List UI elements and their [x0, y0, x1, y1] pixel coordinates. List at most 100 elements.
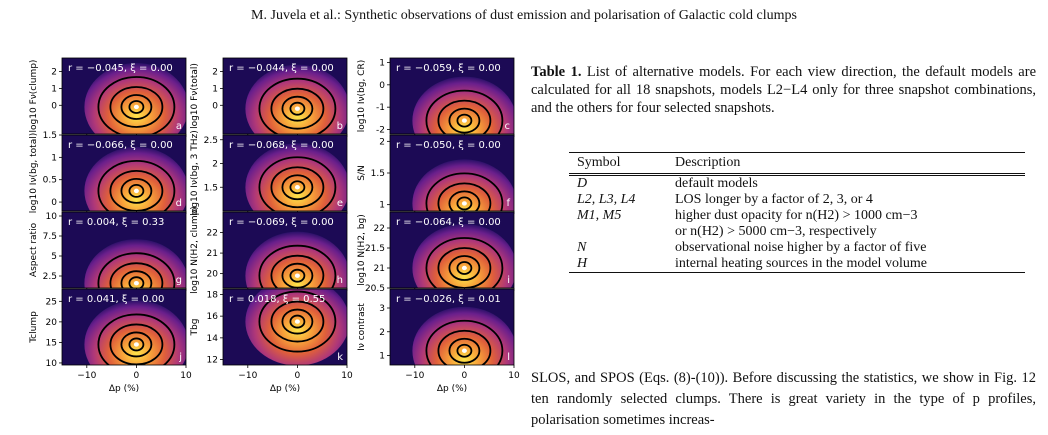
table-cell-symbol: D: [577, 176, 588, 191]
y-tick-label: 21: [374, 264, 385, 274]
table-caption: Table 1. List of alternative models. For…: [531, 63, 1036, 117]
table-header: Symbol Description: [569, 152, 1025, 176]
table-cell-description: or n(H2) > 5000 cm−3, respectively: [675, 224, 877, 239]
x-axis-label: Δp (%): [437, 384, 467, 394]
panel-i: r = −0.064, ξ = 0.00 i 20.5 21 21.5 22 log10 N…: [357, 211, 515, 294]
y-tick-label: 10: [46, 212, 58, 222]
y-tick-label: 2: [212, 68, 218, 78]
contour-line: [120, 331, 153, 358]
y-tick-label: 1: [212, 84, 218, 94]
y-tick-label: 0: [51, 198, 57, 208]
table-cell-description: observational noise higher by a factor o…: [675, 240, 927, 255]
contour-line: [448, 337, 481, 364]
contour-line: [270, 166, 325, 209]
table-row: L2, L3, L4 LOS longer by a factor of 2, 3…: [569, 192, 1025, 208]
y-tick-label: 2: [212, 160, 218, 170]
peak-marker: [461, 265, 467, 271]
y-axis-label: log10 Fν(total): [190, 63, 200, 129]
panel-annotation: r = −0.044, ξ = 0.00: [229, 63, 334, 74]
contour-line: [425, 172, 504, 211]
contour-line: [289, 314, 306, 329]
contour-line: [258, 77, 337, 134]
y-tick-label: 16: [207, 312, 219, 322]
table-header-description: Description: [675, 155, 741, 170]
y-tick-label: 20: [46, 318, 58, 328]
table-cell-description: higher dust opacity for n(H2) > 1000 cm−…: [675, 208, 918, 223]
contour-line: [128, 276, 145, 288]
contour-line: [120, 94, 153, 120]
contour-line: [456, 196, 473, 211]
y-tick-label: 1.5: [371, 169, 385, 179]
panel-c: r = −0.059, ξ = 0.00 c -2 -1 0 1 log10 Iν(bg, …: [357, 57, 515, 137]
table-cell-symbol: [569, 224, 675, 240]
panel-letter: i: [507, 275, 510, 286]
x-tick-label: 10: [508, 371, 520, 381]
peak-marker: [294, 273, 300, 278]
y-tick-label: 2.5: [204, 136, 218, 146]
y-tick-label: 1: [51, 153, 57, 163]
table-cell-symbol: N: [577, 240, 587, 255]
y-axis-label: Iν contrast: [357, 303, 367, 351]
table-cell-description: LOS longer by a factor of 2, 3, or 4: [675, 192, 873, 207]
y-tick-label: 15: [46, 338, 57, 348]
contour-line: [97, 252, 176, 288]
panel-annotation: r = −0.068, ξ = 0.00: [229, 140, 334, 151]
contour-line: [270, 254, 325, 288]
running-head: M. Juvela et al.: Synthetic observations…: [251, 8, 797, 23]
panel-letter: b: [337, 121, 343, 132]
contour-line: [281, 174, 314, 201]
panel-annotation: r = −0.064, ξ = 0.00: [396, 217, 501, 228]
y-axis-label: log10 Fν(clump): [29, 60, 39, 133]
panel-annotation: r = −0.059, ξ = 0.00: [396, 63, 501, 74]
panel-letter: l: [507, 352, 510, 363]
table-cell-symbol: H: [577, 256, 588, 271]
contour-line: [437, 182, 492, 211]
x-tick-label: 10: [341, 371, 353, 381]
y-axis-label: Aspect ratio: [29, 222, 39, 277]
contour-line: [289, 101, 306, 116]
y-tick-label: 1.5: [204, 183, 218, 193]
panel-h: r = −0.069, ξ = 0.00 h 20 21 22 log10 N(H2, c…: [190, 206, 348, 294]
panel-annotation: r = −0.050, ξ = 0.00: [396, 140, 501, 151]
contour-line: [456, 113, 473, 128]
body-text: SLOS, and SPOS (Eqs. (8)-(10)). Before d…: [531, 370, 1036, 428]
panel-frame: [61, 288, 187, 366]
contour-line: [456, 261, 473, 275]
contour-line: [97, 76, 176, 134]
y-tick-label: 1: [379, 201, 385, 211]
y-tick-label: 5: [51, 252, 57, 262]
panel-d: r = −0.066, ξ = 0.00 d 0 0.5 1 1.5 log10 Iν(bg…: [29, 131, 187, 214]
panel-annotation: r = 0.004, ξ = 0.33: [68, 217, 164, 228]
y-tick-label: -2: [376, 126, 385, 136]
x-tick-label: −10: [238, 371, 257, 381]
contour-line: [109, 262, 164, 288]
x-tick-label: −10: [77, 371, 96, 381]
y-tick-label: 1.5: [43, 131, 57, 141]
peak-marker: [461, 201, 467, 206]
panel-j: r = 0.041, ξ = 0.00 j 10 15 20 25 Tclump −10 0 10…: [29, 288, 192, 394]
peak-marker: [133, 104, 139, 110]
y-axis-label: Tclump: [29, 311, 39, 344]
contour-line: [120, 177, 153, 204]
panel-letter: c: [505, 121, 511, 132]
contour-line: [281, 308, 314, 335]
y-tick-label: 1: [51, 84, 57, 94]
y-tick-label: 2: [51, 68, 57, 78]
panel-e: r = −0.068, ξ = 0.00 e 1.5 2 2.5 log10 Iν(bg,…: [190, 130, 348, 216]
peak-marker: [294, 106, 300, 111]
y-axis-label: log10 Iν(bg, total): [29, 133, 39, 213]
x-tick-label: 0: [134, 371, 140, 381]
contour-line: [448, 107, 481, 134]
y-tick-label: 18: [207, 290, 219, 300]
contour-line: [437, 329, 492, 365]
contour-line: [109, 323, 164, 365]
panel-g: r = 0.004, ξ = 0.33 g 2.5 5 7.5 10 Aspect rati…: [29, 211, 187, 291]
y-axis-label: Tbg: [190, 319, 200, 337]
x-tick-label: −10: [405, 371, 424, 381]
y-tick-label: 0.5: [43, 176, 57, 186]
